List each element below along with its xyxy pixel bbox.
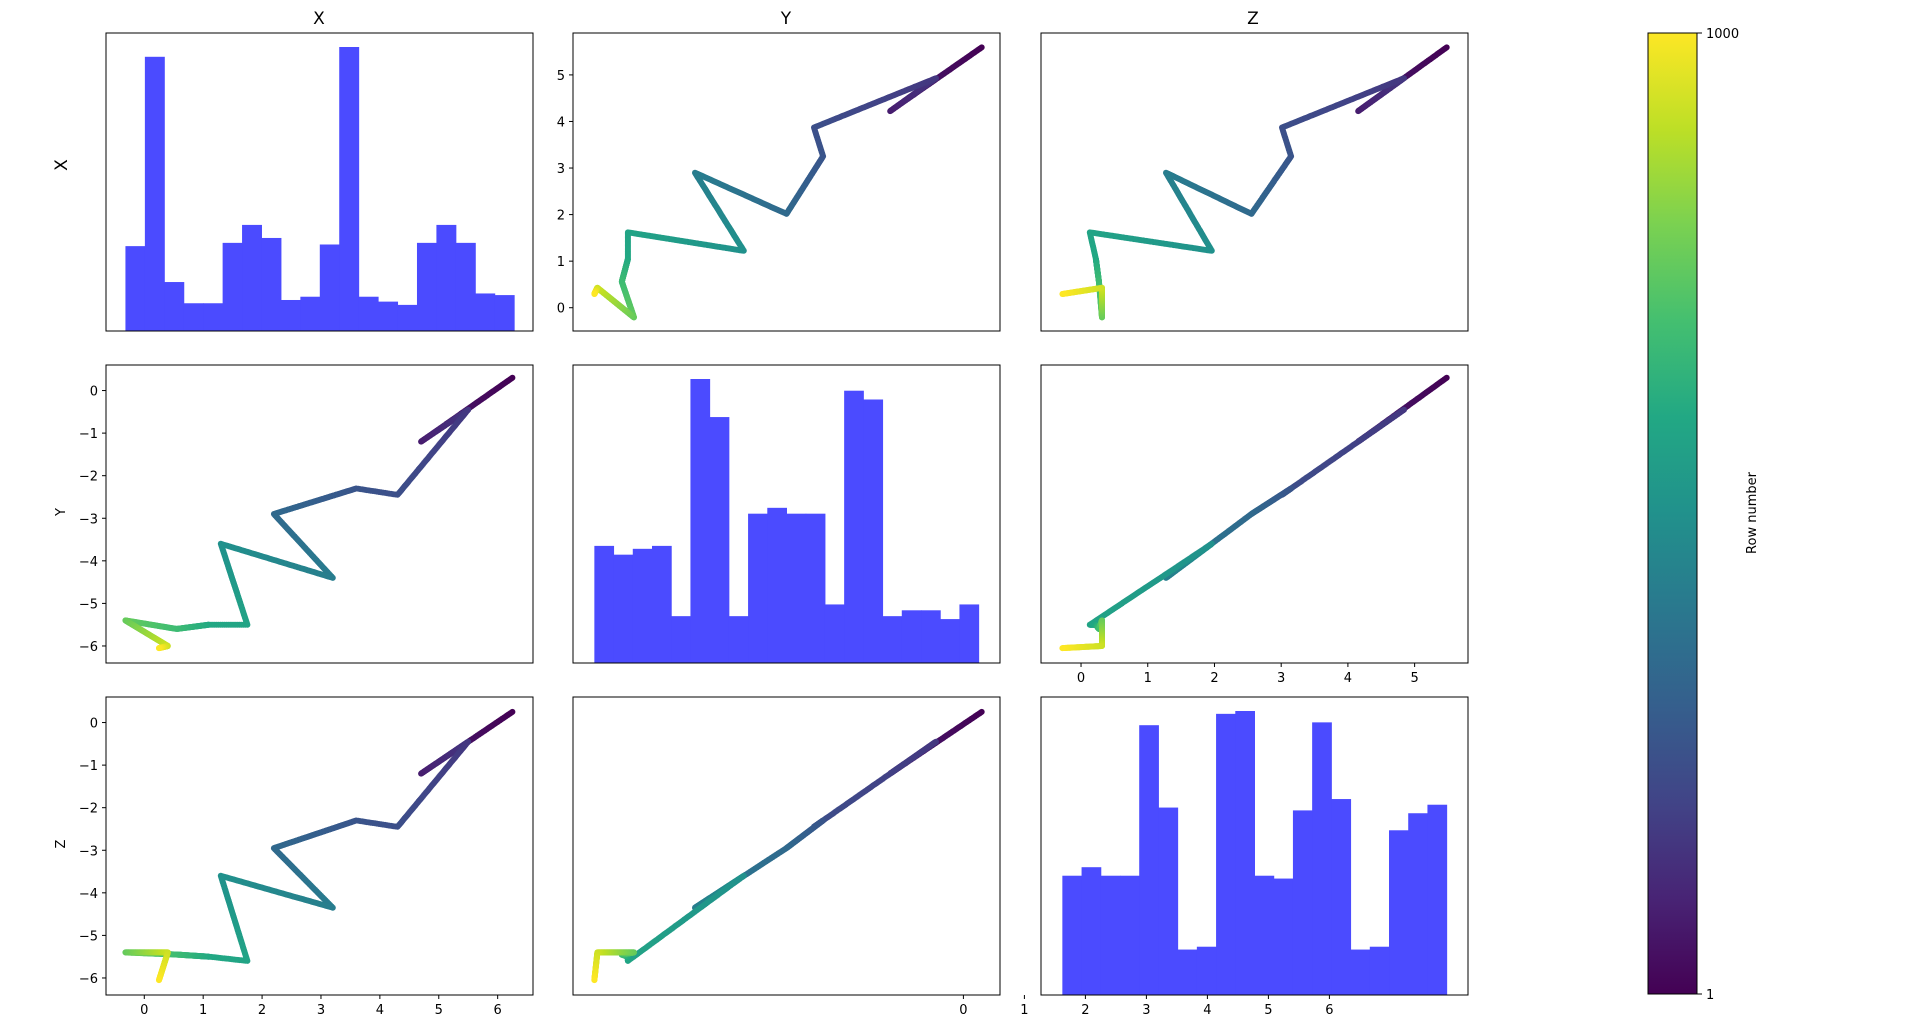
histogram-bar [222,242,243,331]
panel-x-vs-x [105,32,534,332]
histogram-bar [416,242,437,331]
scatter-point [156,645,162,652]
histogram-bar [594,545,615,663]
x-tick-label: 4 [1344,671,1352,686]
y-tick-label: −6 [79,640,98,655]
histogram-bar [863,399,884,663]
histogram-bar [786,513,807,663]
x-tick-label: 5 [1410,671,1418,686]
scatter-point [591,291,598,297]
histogram-bar [242,224,262,331]
y-tick-label: −1 [79,427,98,442]
histogram-bar [397,304,418,331]
y-tick-label: −2 [79,470,98,485]
scatter-matrix: 0 1 2 3 4 5 0 −1 −2 −3 −4 −5 −6 0 1 2 3 4 5 0−1−2−3−4−5−60 1… [79,32,1469,1015]
y-tick-label: 3 [557,162,565,177]
histogram-bar [144,56,165,332]
histogram-bar [261,237,282,331]
panel-z-vs-x: 0−1−2−3−4−5−60 1 2 3 4 5 6 [79,696,534,1015]
histogram-bar [203,303,224,331]
panel-x-vs-z [1040,32,1469,332]
histogram-bar [767,507,787,663]
axes-frame [105,32,534,332]
x-tick-label: 1 [1144,671,1152,686]
histogram-bar [901,610,922,663]
histogram-bar [690,379,711,663]
histogram-bar [671,616,691,663]
panel-y-vs-y [572,364,1001,664]
y-tick-label: 2 [557,209,565,224]
histogram-bar [339,47,360,331]
histogram-bar [709,417,730,663]
histogram-bar [378,301,399,331]
axes-frame [572,32,1001,332]
histogram-bar [805,513,826,663]
y-tick-label: 0 [557,302,565,317]
histogram-bar [125,246,146,331]
histogram-bar [959,604,980,663]
histogram-bar [358,296,379,331]
histogram-bar [824,604,845,663]
histogram-bar [280,299,301,331]
histogram-bar [319,244,340,331]
y-tick-label: 0 [90,385,98,400]
histogram-bar [164,282,185,331]
histogram-bar [494,295,515,331]
histogram-bar [475,293,496,331]
scatter-point [1059,291,1066,297]
histogram-bar [728,616,749,663]
panel-y-vs-x: 0 −1 −2 −3 −4 −5 −6 [79,364,534,664]
y-tick-label: −5 [79,597,98,612]
panel-x-vs-y: 0 1 2 3 4 5 [557,32,1001,332]
histogram-bar [882,616,903,663]
histogram-bar [940,619,960,663]
histogram-bar [455,242,476,331]
histogram-bar [651,545,672,663]
y-tick-label: 4 [557,115,565,130]
y-tick-label: −4 [79,555,98,570]
panel-y-vs-z: 0 1 2 3 4 5 [1040,364,1469,686]
x-tick-label: 0 [1077,671,1085,686]
histogram-bar [632,548,653,663]
histogram-bar [300,296,321,331]
y-tick-label: −3 [79,512,98,527]
histogram-bar [613,554,634,663]
histogram-bar [183,303,204,331]
scatter-point [1059,645,1066,652]
y-tick-label: 1 [557,255,565,270]
x-tick-label: 2 [1210,671,1218,686]
histogram-bar [844,390,864,663]
x-tick-label: 3 [1277,671,1285,686]
histogram-bar [748,513,768,663]
histogram-bar [436,224,457,331]
y-tick-label: 5 [557,69,565,84]
histogram-bar [921,610,941,663]
